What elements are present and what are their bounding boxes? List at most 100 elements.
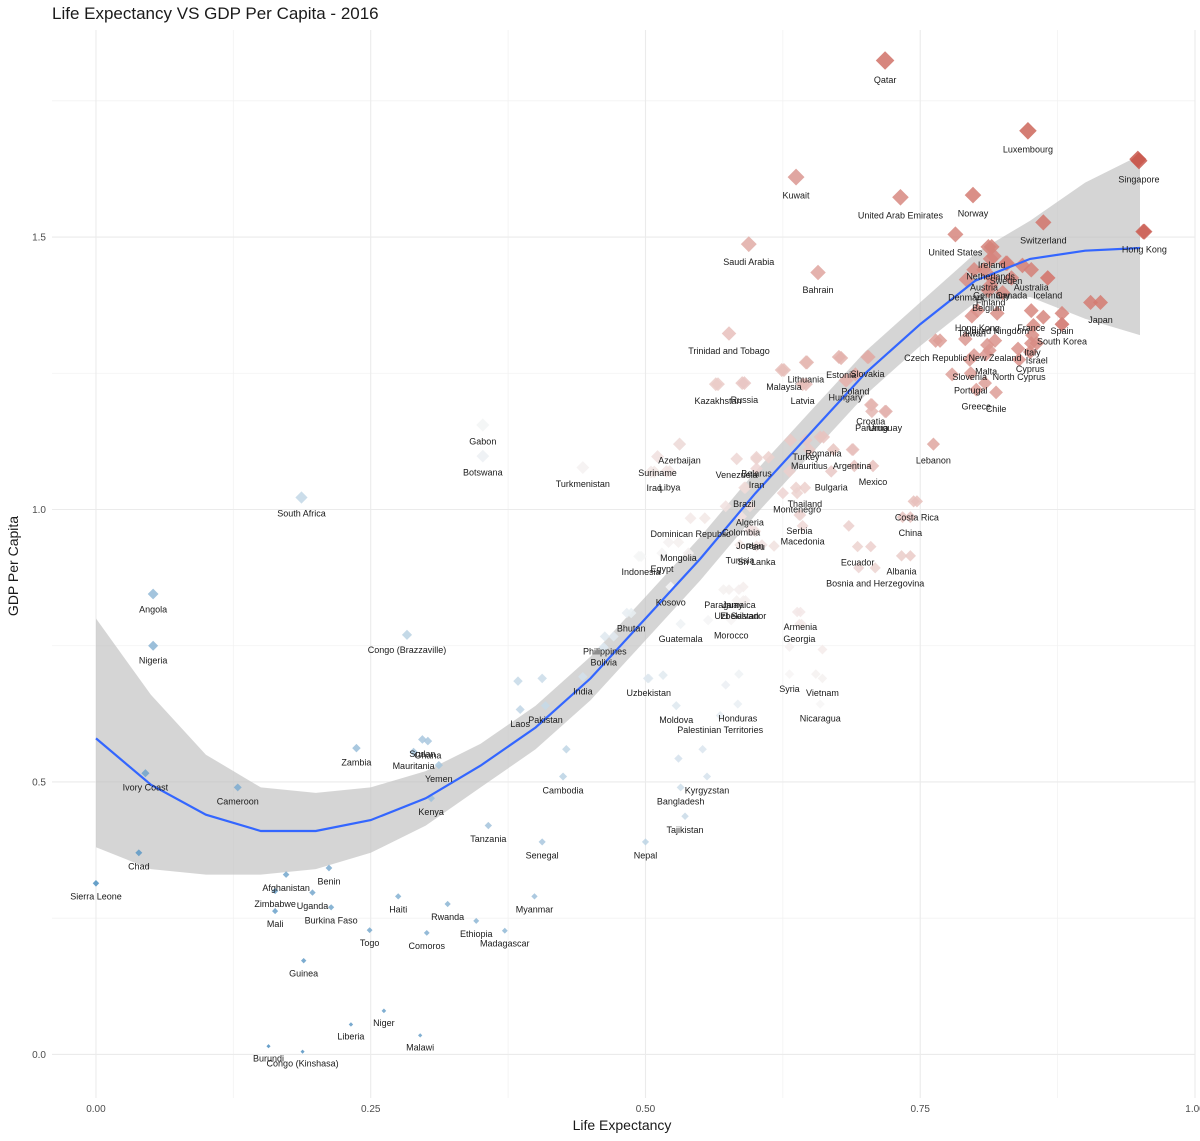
data-point (1083, 294, 1099, 310)
data-point (663, 465, 676, 478)
point-label: Vietnam (806, 688, 839, 698)
data-point (776, 487, 789, 500)
data-point (562, 745, 571, 754)
point-label: South Korea (1037, 337, 1087, 347)
point-label: Chad (128, 861, 150, 871)
point-label: Honduras (718, 714, 758, 724)
data-points (92, 51, 1153, 1054)
data-point (1092, 294, 1109, 310)
point-label: Portugal (954, 385, 988, 395)
data-point (733, 584, 745, 596)
data-point (762, 450, 775, 464)
point-label: Malaysia (766, 382, 802, 392)
point-label: Peru (746, 542, 765, 552)
point-label: Azerbaijan (658, 456, 701, 466)
point-label: Libya (659, 483, 681, 493)
data-point (896, 511, 909, 524)
data-point (282, 871, 290, 878)
point-label: Macedonia (781, 537, 825, 547)
data-point (815, 699, 825, 709)
data-point (1003, 270, 1020, 286)
point-label: Turkey (792, 452, 820, 462)
data-point (718, 584, 729, 596)
point-label: Indonesia (622, 567, 661, 577)
point-label: Australia (1014, 283, 1049, 293)
point-label: Ethiopia (460, 929, 493, 939)
loess-line (95, 246, 1141, 833)
axis-ticks: 0.00 0.25 0.50 0.75 1.00 0.0 0.5 1.0 1.5 (32, 233, 1200, 1115)
data-point (674, 754, 683, 763)
data-point (272, 908, 279, 915)
data-point (141, 769, 150, 778)
point-label: Armenia (784, 622, 818, 632)
point-label: Hong Kong (1122, 245, 1167, 255)
data-point (295, 491, 308, 504)
point-label: Suriname (638, 468, 677, 478)
point-label: Slovenia (952, 372, 987, 382)
point-label: Uruguay (868, 423, 903, 433)
data-point (995, 285, 1011, 301)
data-point (395, 893, 402, 900)
data-point (842, 519, 855, 532)
point-label: Hong Kong (955, 323, 1000, 333)
data-point (698, 745, 707, 754)
data-point (798, 355, 814, 370)
data-point (838, 373, 853, 388)
data-point (869, 562, 881, 574)
x-tick-label: 0.50 (636, 1104, 656, 1115)
data-point (366, 927, 373, 934)
y-axis-title: GDP Per Capita (5, 516, 21, 616)
point-label: Angola (139, 604, 167, 614)
point-label: Sudan (409, 749, 435, 759)
point-label: Netherlands (966, 272, 1015, 282)
data-point (676, 783, 685, 792)
data-point (92, 880, 100, 887)
data-point (892, 188, 909, 206)
point-label: Japan (1088, 315, 1113, 325)
data-point (711, 377, 725, 392)
point-label: Uzbekistan (627, 688, 672, 698)
point-label: Singapore (1118, 174, 1159, 184)
point-label: Afghanistan (262, 883, 310, 893)
point-label: Egypt (650, 564, 674, 574)
data-point (980, 282, 996, 299)
data-point (904, 511, 917, 524)
point-label: Costa Rica (895, 512, 939, 522)
data-point (644, 673, 654, 684)
point-label: Russia (731, 395, 759, 405)
data-point (750, 540, 763, 552)
data-point (964, 186, 982, 204)
point-label: Bolivia (590, 657, 617, 667)
data-point (423, 930, 430, 936)
data-point (418, 1033, 423, 1038)
point-label: Guatemala (659, 634, 703, 644)
data-point (978, 376, 993, 391)
point-label: Myanmar (516, 905, 554, 915)
data-point (824, 465, 838, 478)
point-label: Togo (360, 938, 380, 948)
point-label: North Cyprus (993, 372, 1047, 382)
data-point (1054, 305, 1070, 321)
data-point (787, 168, 805, 186)
data-point (976, 261, 992, 278)
point-label: Nicaragua (800, 714, 841, 724)
point-label: Nigeria (139, 656, 168, 666)
point-label: Moldova (659, 715, 693, 725)
data-point (608, 631, 619, 642)
point-label: Latvia (791, 396, 815, 406)
point-label: Argentina (833, 461, 872, 471)
data-point (737, 376, 752, 391)
data-point (599, 631, 610, 642)
data-point (1026, 317, 1041, 333)
data-point (434, 760, 443, 770)
data-point (962, 352, 977, 367)
point-label: Syria (779, 684, 800, 694)
data-point (726, 614, 737, 626)
data-point (904, 550, 917, 562)
data-point (983, 238, 1000, 255)
data-point (476, 418, 490, 432)
point-label: Bulgaria (815, 483, 848, 493)
point-label: Lithuania (788, 374, 825, 384)
data-point (671, 701, 681, 711)
data-point (945, 367, 960, 382)
